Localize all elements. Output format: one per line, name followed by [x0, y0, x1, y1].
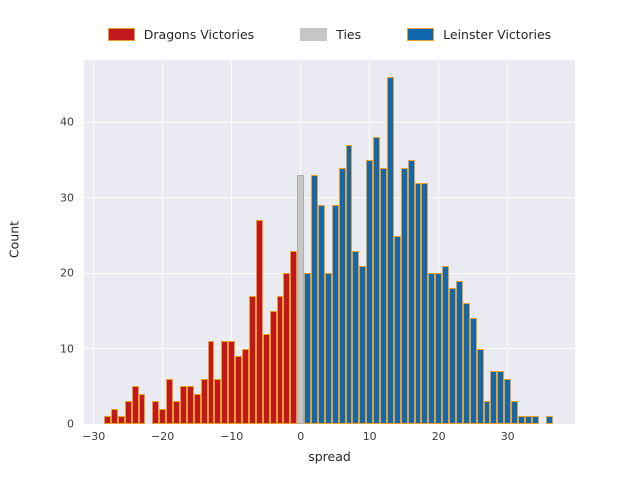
bar-spread--26 — [117, 416, 125, 424]
bar-spread-17 — [414, 182, 422, 424]
bar-spread--1 — [290, 250, 298, 424]
bar-spread-2 — [311, 175, 318, 424]
bar-spread-19 — [428, 273, 436, 424]
gridline-x--30 — [93, 60, 95, 424]
bar-spread--25 — [124, 401, 132, 424]
legend-swatch-icon — [300, 27, 328, 41]
bar-spread-5 — [331, 205, 339, 424]
x-axis-label: spread — [308, 449, 351, 464]
bar-spread-28 — [490, 371, 498, 424]
bar-spread--5 — [262, 333, 270, 424]
bar-spread--19 — [166, 378, 174, 424]
bar-spread--15 — [193, 393, 201, 424]
bar-spread-31 — [511, 401, 519, 424]
legend-item-ties: Ties — [300, 27, 361, 42]
legend-item-leinster-victories: Leinster Victories — [407, 27, 551, 42]
bar-spread-30 — [504, 378, 512, 424]
legend-item-dragons-victories: Dragons Victories — [107, 26, 255, 42]
gridline-y-30 — [84, 197, 575, 199]
legend-label: Leinster Victories — [443, 26, 552, 42]
bar-spread-3 — [317, 205, 325, 424]
bar-spread--3 — [276, 295, 284, 424]
bar-spread-4 — [324, 273, 332, 424]
bar-spread-16 — [407, 160, 415, 424]
y-tick-label-10: 10 — [60, 342, 74, 356]
x-tick-label--10: −10 — [220, 430, 244, 443]
bar-spread--18 — [173, 401, 180, 424]
bar-spread--17 — [179, 386, 187, 424]
bar-spread--13 — [207, 341, 215, 424]
bar-spread--16 — [186, 386, 194, 424]
bar-spread-21 — [442, 265, 450, 424]
bar-spread-10 — [366, 160, 374, 424]
bar-spread-26 — [476, 348, 484, 424]
bar-spread-1 — [304, 273, 312, 424]
bar-spread-20 — [435, 273, 443, 424]
y-tick-label-40: 40 — [60, 115, 74, 129]
gridline-x--10 — [231, 60, 233, 424]
bar-spread--28 — [104, 416, 111, 424]
bar-spread--24 — [131, 386, 139, 424]
legend-swatch-icon — [107, 27, 135, 41]
legend-label: Dragons Victories — [143, 26, 255, 42]
plot-area — [84, 60, 575, 424]
x-tick-label-0: 0 — [297, 430, 305, 443]
bar-spread-0 — [297, 175, 305, 424]
bar-spread--23 — [138, 393, 146, 424]
x-tick-label-20: 20 — [431, 430, 446, 443]
x-tick-label--20: −20 — [151, 430, 175, 443]
bar-spread-8 — [352, 250, 360, 424]
bar-spread-22 — [449, 288, 456, 424]
x-tick-label-30: 30 — [500, 430, 515, 443]
bar-spread-34 — [531, 416, 539, 424]
bar-spread-15 — [400, 167, 408, 424]
bar-spread-24 — [462, 303, 470, 424]
bar-spread--27 — [110, 408, 118, 424]
bar-spread--20 — [159, 408, 167, 424]
bar-spread-32 — [518, 416, 525, 424]
legend-label: Ties — [336, 26, 362, 42]
bar-spread-7 — [345, 145, 353, 424]
bar-spread--21 — [152, 401, 160, 424]
bar-spread-25 — [469, 318, 477, 424]
bar-spread-27 — [483, 401, 491, 424]
legend-swatch-icon — [407, 27, 435, 41]
legend: Dragons Victories Ties Leinster Victories — [84, 22, 575, 46]
bar-spread--6 — [255, 220, 263, 424]
bar-spread-13 — [386, 77, 394, 424]
gridline-x-20 — [438, 60, 440, 424]
bar-spread-36 — [545, 416, 553, 424]
y-axis-label: Count — [6, 220, 22, 259]
x-tick-label--30: −30 — [82, 430, 106, 443]
gridline-y-40 — [84, 121, 575, 124]
bar-spread--10 — [228, 341, 236, 424]
bar-spread-12 — [380, 167, 387, 424]
y-tick-label-30: 30 — [60, 191, 74, 205]
gridline-x-30 — [507, 60, 509, 424]
bar-spread--12 — [214, 378, 222, 424]
bar-spread--2 — [283, 273, 291, 424]
bar-spread-33 — [524, 416, 532, 424]
bar-spread--7 — [248, 295, 256, 424]
bar-spread--4 — [269, 310, 277, 424]
bar-spread-9 — [359, 265, 367, 424]
bar-spread-29 — [497, 371, 505, 424]
bar-spread-18 — [421, 182, 429, 424]
bar-spread-23 — [455, 280, 463, 424]
bar-spread--11 — [221, 341, 229, 424]
y-tick-label-20: 20 — [60, 266, 74, 280]
bar-spread-6 — [338, 167, 346, 424]
bar-spread--8 — [242, 348, 249, 424]
bar-spread--14 — [200, 378, 208, 424]
bar-spread-11 — [373, 137, 381, 424]
gridline-x--20 — [162, 60, 164, 424]
x-tick-label-10: 10 — [362, 430, 377, 443]
bar-spread--9 — [235, 356, 243, 424]
bar-spread-14 — [393, 235, 401, 424]
y-tick-label-0: 0 — [67, 417, 74, 431]
